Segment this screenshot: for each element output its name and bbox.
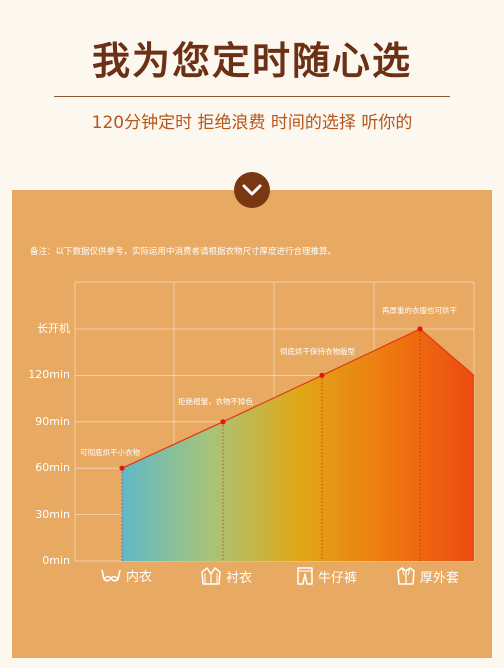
coat-icon [397, 567, 415, 585]
bra-icon [101, 569, 121, 582]
category-label: 内衣 [126, 570, 153, 585]
data-point [119, 465, 125, 471]
data-point [319, 372, 325, 378]
jeans-icon [297, 567, 313, 585]
y-tick-label: 90min [35, 414, 70, 428]
category-label: 衬衣 [226, 570, 253, 586]
category-label: 牛仔裤 [318, 570, 358, 586]
category-shirt: 衬衣 [200, 566, 252, 586]
data-point [220, 419, 226, 425]
chart-note: 备注：以下数据仅供参考，实际运用中消费者请根据衣物尺寸厚度进行合理推算。 [30, 247, 337, 257]
y-tick-label: 长开机 [37, 322, 70, 335]
y-tick-label: 30min [35, 507, 70, 521]
page-title: 我为您定时随心选 [91, 39, 412, 83]
data-annotation: 可彻底烘干小衣物 [80, 448, 140, 457]
chevron-down-icon [242, 184, 262, 196]
y-tick-label: 60min [35, 461, 70, 475]
title-divider [54, 96, 450, 97]
shirt-icon [201, 567, 221, 585]
y-tick-label: 0min [42, 554, 70, 567]
category-underwear: 内衣 [100, 566, 152, 585]
data-annotation: 彻底烘干保持衣物版型 [280, 347, 355, 356]
category-label: 厚外套 [420, 570, 460, 586]
data-annotation: 拒绝褶皱，衣物不掉色 [178, 397, 253, 406]
data-annotation: 再厚重的衣服也可烘干 [382, 306, 457, 315]
data-point [417, 326, 423, 332]
category-coat: 厚外套 [396, 566, 459, 586]
category-jeans: 牛仔裤 [296, 566, 357, 586]
scroll-down-button[interactable] [234, 172, 270, 208]
y-tick-label: 120min [28, 368, 70, 382]
page-subtitle: 120分钟定时 拒绝浪费 时间的选择 听你的 [91, 113, 413, 133]
chart-area [122, 329, 474, 561]
